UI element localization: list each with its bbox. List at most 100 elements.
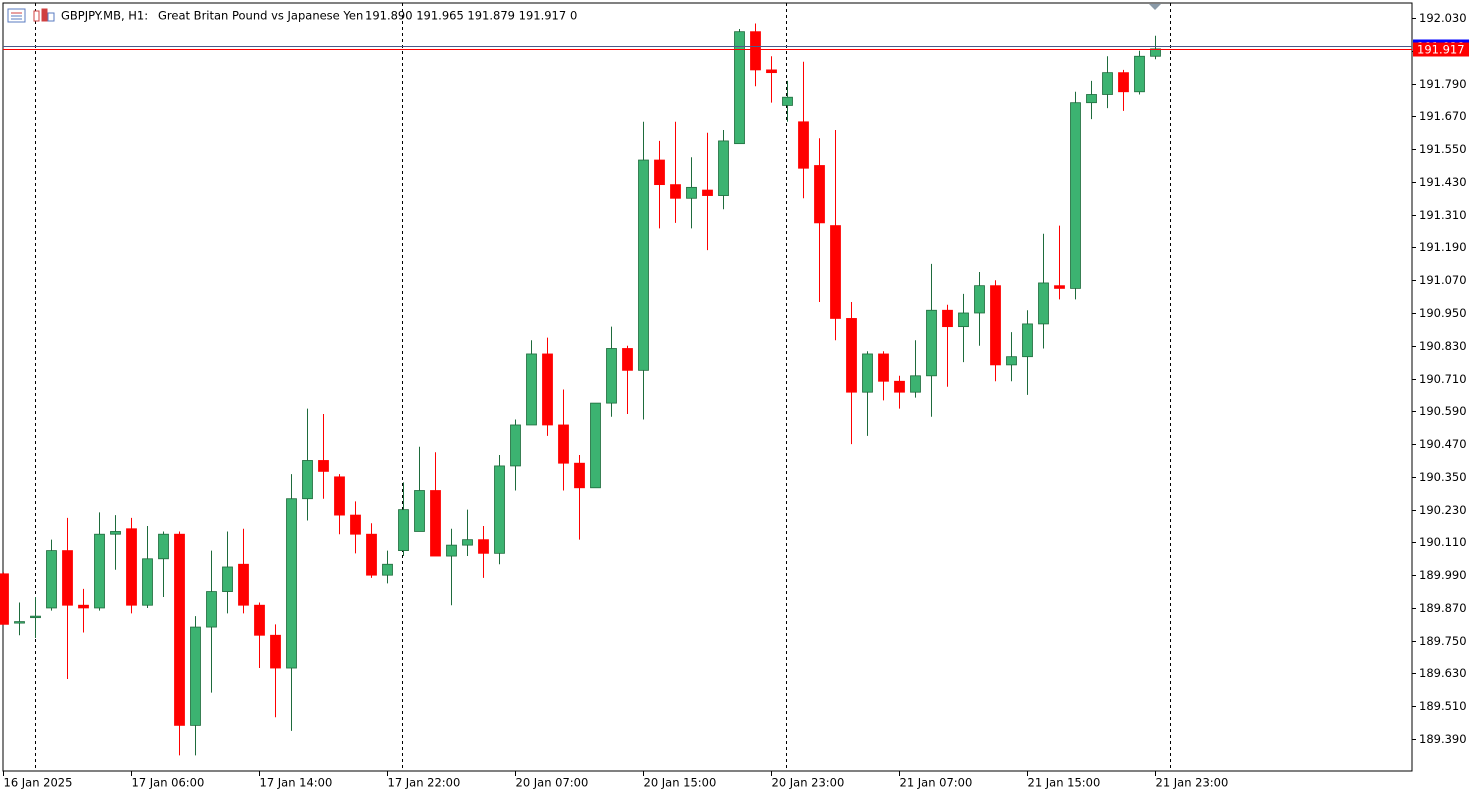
y-tick-label: 189.630 bbox=[1419, 666, 1467, 680]
candle-body bbox=[62, 550, 73, 606]
candle-body bbox=[942, 309, 953, 328]
header-quote: 191.890 191.965 191.879 191.917 bbox=[365, 9, 566, 23]
candle-body bbox=[430, 490, 441, 557]
candle-body bbox=[350, 514, 361, 535]
candle-body bbox=[46, 550, 57, 609]
y-tick-label: 189.510 bbox=[1419, 699, 1467, 713]
candle-body bbox=[558, 424, 569, 464]
y-tick-label: 191.550 bbox=[1419, 142, 1467, 156]
candle-body bbox=[782, 96, 793, 106]
candle-body bbox=[366, 533, 377, 576]
candle-body bbox=[766, 69, 777, 74]
candle-body bbox=[1118, 72, 1129, 93]
candle-body bbox=[542, 353, 553, 426]
y-tick-label: 191.070 bbox=[1419, 273, 1467, 287]
x-tick-label: 21 Jan 23:00 bbox=[1156, 776, 1229, 790]
x-tick-label: 16 Jan 2025 bbox=[4, 776, 73, 790]
y-tick-label: 190.350 bbox=[1419, 470, 1467, 484]
candle-body bbox=[1022, 323, 1033, 358]
icon-candle bbox=[47, 12, 55, 22]
candle-body bbox=[270, 634, 281, 669]
candles bbox=[0, 23, 1161, 756]
y-tick-label: 190.230 bbox=[1419, 503, 1467, 517]
y-tick-label: 190.110 bbox=[1419, 535, 1467, 549]
y-tick-label: 191.310 bbox=[1419, 208, 1467, 222]
candle-body bbox=[318, 460, 329, 472]
y-tick-label: 191.430 bbox=[1419, 175, 1467, 189]
candle-body bbox=[638, 159, 649, 371]
candle-body bbox=[478, 539, 489, 554]
header-icons bbox=[7, 8, 55, 23]
header-symbol: GBPJPY.MB, H1: bbox=[61, 9, 148, 23]
candle-body bbox=[718, 140, 729, 196]
candle-body bbox=[382, 563, 393, 576]
y-tick-label: 192.030 bbox=[1419, 11, 1467, 25]
y-tick-label: 191.790 bbox=[1419, 77, 1467, 91]
candle-body bbox=[254, 604, 265, 636]
y-tick-label: 190.830 bbox=[1419, 339, 1467, 353]
candle-body bbox=[334, 476, 345, 516]
candle-body bbox=[894, 380, 905, 393]
x-tick-label: 17 Jan 06:00 bbox=[132, 776, 205, 790]
candle-body bbox=[958, 312, 969, 328]
candle-body bbox=[1150, 48, 1161, 57]
day-separators bbox=[35, 3, 1171, 771]
candle-body bbox=[878, 353, 889, 382]
candle-body bbox=[990, 285, 1001, 366]
candle-body bbox=[974, 285, 985, 314]
candle-body bbox=[926, 309, 937, 377]
candle-body bbox=[526, 353, 537, 426]
shift-marker bbox=[1149, 4, 1161, 10]
x-tick-label: 17 Jan 22:00 bbox=[388, 776, 461, 790]
candle-body bbox=[286, 498, 297, 669]
candle-body bbox=[670, 184, 681, 199]
candle-body bbox=[574, 462, 585, 489]
icon-candle bbox=[41, 8, 48, 22]
y-tick-label: 189.390 bbox=[1419, 732, 1467, 746]
y-tick-label: 191.670 bbox=[1419, 109, 1467, 123]
candle-body bbox=[94, 533, 105, 609]
x-tick-label: 20 Jan 23:00 bbox=[772, 776, 845, 790]
candle-body bbox=[158, 533, 169, 560]
candle-body bbox=[750, 31, 761, 71]
candle-body bbox=[606, 348, 617, 404]
candle-body bbox=[590, 402, 601, 489]
candle-body bbox=[222, 566, 233, 592]
y-tick-label: 190.710 bbox=[1419, 372, 1467, 386]
x-tick-label: 21 Jan 07:00 bbox=[900, 776, 973, 790]
candle-body bbox=[910, 375, 921, 393]
y-tick-label: 190.950 bbox=[1419, 306, 1467, 320]
candle-body bbox=[142, 558, 153, 606]
candle-body bbox=[846, 318, 857, 393]
candle-body bbox=[734, 31, 745, 145]
y-tick-label: 189.990 bbox=[1419, 568, 1467, 582]
y-tick-label: 191.190 bbox=[1419, 240, 1467, 254]
candle-body bbox=[494, 465, 505, 554]
candle-body bbox=[0, 573, 9, 625]
x-tick-label: 20 Jan 07:00 bbox=[516, 776, 589, 790]
price-label: 191.917 bbox=[1417, 43, 1465, 57]
icon-candle bbox=[33, 10, 40, 22]
candle-body bbox=[206, 591, 217, 628]
x-tick-label: 17 Jan 14:00 bbox=[260, 776, 333, 790]
y-tick-label: 190.590 bbox=[1419, 404, 1467, 418]
candle-body bbox=[814, 165, 825, 224]
candle-body bbox=[174, 533, 185, 726]
candle-body bbox=[862, 353, 873, 393]
y-tick-label: 189.870 bbox=[1419, 601, 1467, 615]
y-tick-label: 189.750 bbox=[1419, 634, 1467, 648]
candle-body bbox=[1006, 356, 1017, 366]
candle-body bbox=[1038, 282, 1049, 325]
candle-body bbox=[702, 189, 713, 196]
candle-body bbox=[798, 121, 809, 169]
candle-body bbox=[1086, 94, 1097, 104]
candle-body bbox=[686, 186, 697, 199]
candle-body bbox=[414, 490, 425, 532]
candle-body bbox=[462, 539, 473, 546]
plot-frame bbox=[2, 2, 1413, 772]
x-tick-label: 20 Jan 15:00 bbox=[644, 776, 717, 790]
candle-body bbox=[14, 621, 25, 624]
candle-body bbox=[1102, 72, 1113, 95]
